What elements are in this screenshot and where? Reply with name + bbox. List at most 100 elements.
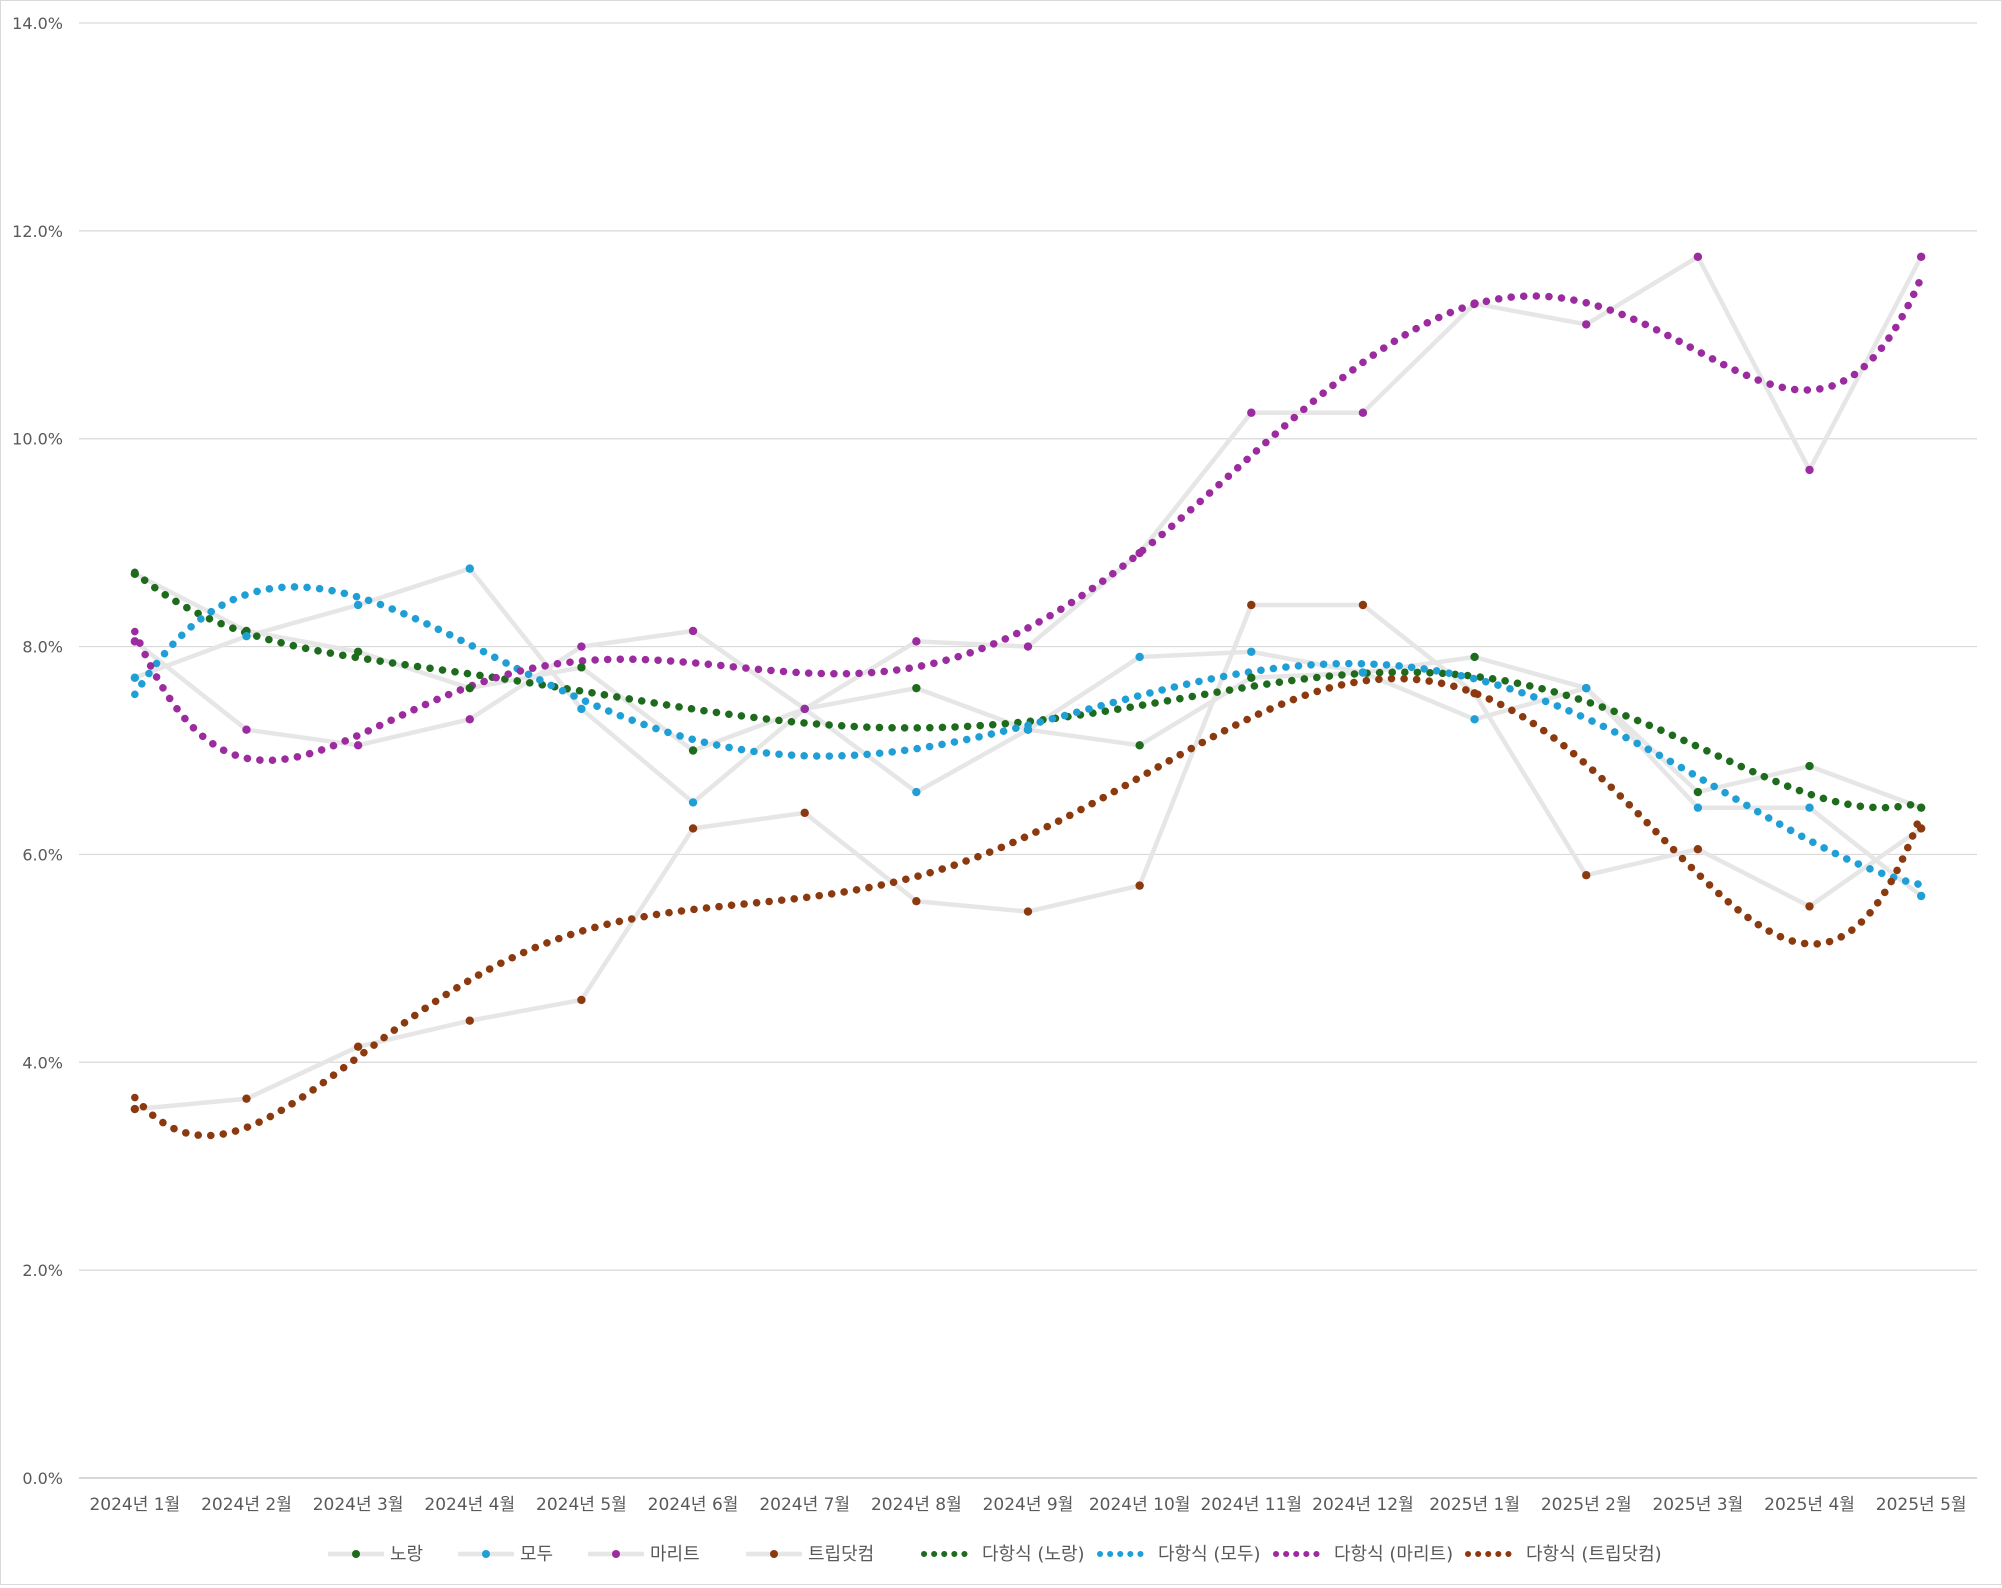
legend-marker xyxy=(482,1550,490,1558)
data-point xyxy=(1693,252,1703,262)
data-point xyxy=(465,683,474,693)
x-tick-label: 2025년 5월 xyxy=(1876,1495,1967,1515)
x-axis: 2024년 1월 2024년 2월 2024년 3월 2024년 4월 2024년 5월… xyxy=(89,1495,1966,1515)
data-point xyxy=(242,1094,251,1103)
x-tick-label: 2024년 1월 xyxy=(89,1495,180,1515)
legend-label: 다항식 (노랑) xyxy=(982,1544,1085,1565)
data-point xyxy=(353,600,363,610)
legend-entry: 트립닷컴 xyxy=(746,1544,874,1565)
y-tick-label: 4.0% xyxy=(22,1053,63,1072)
trendline xyxy=(131,674,1925,1140)
data-point xyxy=(1247,673,1256,682)
data-point xyxy=(1470,652,1479,662)
trendline xyxy=(131,583,1925,889)
x-tick-label: 2024년 11월 xyxy=(1200,1495,1302,1515)
data-point xyxy=(1023,642,1033,651)
data-point xyxy=(465,564,474,573)
data-point xyxy=(465,1016,474,1025)
trendlines xyxy=(131,273,1925,1140)
data-point xyxy=(1916,891,1926,901)
x-tick-label: 2024년 10월 xyxy=(1089,1495,1191,1515)
trendline xyxy=(131,273,1925,765)
y-tick-label: 8.0% xyxy=(22,638,63,657)
data-point xyxy=(1582,683,1591,693)
legend-marker xyxy=(612,1550,620,1558)
x-tick-label: 2024년 6월 xyxy=(648,1495,739,1515)
series-line xyxy=(133,571,1922,810)
legend-marker xyxy=(770,1550,778,1558)
legend: 노랑 모두 마리트 트립닷컴 다항식 (노랑) 다항식 (모두) 다항식 (마리트) 다항식 … xyxy=(328,1544,1662,1565)
data-point xyxy=(242,631,251,641)
data-point xyxy=(800,808,809,818)
data-point xyxy=(1805,465,1814,475)
data-point xyxy=(577,642,586,651)
data-point xyxy=(1135,881,1144,890)
data-point xyxy=(688,824,698,833)
legend-label: 모두 xyxy=(520,1544,553,1565)
series-line xyxy=(134,602,1923,1112)
data-point xyxy=(1358,668,1368,677)
x-tick-label: 2024년 8월 xyxy=(871,1495,962,1515)
data-point xyxy=(1582,871,1591,880)
data-point xyxy=(1470,299,1479,308)
data-point xyxy=(912,896,921,906)
data-point xyxy=(1023,907,1033,916)
data-point xyxy=(1470,689,1479,698)
data-point xyxy=(912,787,921,797)
data-point xyxy=(353,647,363,656)
legend-label: 다항식 (트립닷컴) xyxy=(1526,1544,1662,1565)
data-point xyxy=(1805,902,1814,911)
legend-entry: 마리트 xyxy=(588,1544,700,1565)
data-point xyxy=(1805,803,1814,812)
data-point xyxy=(688,798,698,807)
legend-label: 다항식 (모두) xyxy=(1158,1544,1261,1565)
data-point xyxy=(577,704,586,714)
data-point xyxy=(912,683,921,693)
data-point xyxy=(1247,408,1256,417)
data-point xyxy=(1916,824,1926,833)
legend-label: 트립닷컴 xyxy=(808,1544,874,1565)
y-tick-label: 6.0% xyxy=(22,845,63,864)
data-point xyxy=(1470,715,1479,724)
legend-entry: 다항식 (모두) xyxy=(1097,1544,1261,1565)
data-point xyxy=(1135,548,1144,558)
data-point xyxy=(1358,600,1368,610)
legend-label: 다항식 (마리트) xyxy=(1334,1544,1453,1565)
legend-label: 마리트 xyxy=(650,1544,700,1565)
x-tick-label: 2024년 3월 xyxy=(313,1495,404,1515)
x-tick-label: 2025년 3월 xyxy=(1652,1495,1743,1515)
legend-entry: 다항식 (마리트) xyxy=(1273,1544,1453,1565)
data-point xyxy=(465,715,474,724)
data-point xyxy=(1582,320,1591,329)
data-point xyxy=(577,663,586,672)
y-tick-label: 2.0% xyxy=(22,1261,63,1280)
data-point xyxy=(1693,803,1703,812)
x-tick-label: 2024년 5월 xyxy=(536,1495,627,1515)
y-tick-label: 10.0% xyxy=(12,430,63,449)
y-tick-label: 14.0% xyxy=(12,14,63,33)
data-point xyxy=(353,1042,363,1051)
y-axis: 0.0% 2.0% 4.0% 6.0% 8.0% 10.0% 12.0% 14.0% xyxy=(12,14,63,1488)
x-tick-label: 2024년 2월 xyxy=(201,1495,292,1515)
y-tick-label: 12.0% xyxy=(12,222,63,241)
data-point xyxy=(1023,725,1033,734)
data-point xyxy=(1247,647,1256,656)
data-point xyxy=(1247,600,1256,610)
x-tick-label: 2025년 2월 xyxy=(1541,1495,1632,1515)
series-lines xyxy=(133,254,1924,1112)
data-point xyxy=(1805,761,1814,771)
data-point xyxy=(1135,741,1144,750)
legend-label: 노랑 xyxy=(390,1544,423,1565)
data-point xyxy=(800,704,809,714)
legend-entry: 모두 xyxy=(458,1544,553,1565)
data-point xyxy=(1916,252,1926,262)
data-point xyxy=(1135,652,1144,662)
x-tick-label: 2025년 4월 xyxy=(1764,1495,1855,1515)
x-tick-label: 2024년 9월 xyxy=(983,1495,1074,1515)
data-point xyxy=(242,725,251,734)
x-tick-label: 2025년 1월 xyxy=(1429,1495,1520,1515)
legend-entry: 다항식 (트립닷컴) xyxy=(1465,1544,1662,1565)
x-tick-label: 2024년 7월 xyxy=(759,1495,850,1515)
